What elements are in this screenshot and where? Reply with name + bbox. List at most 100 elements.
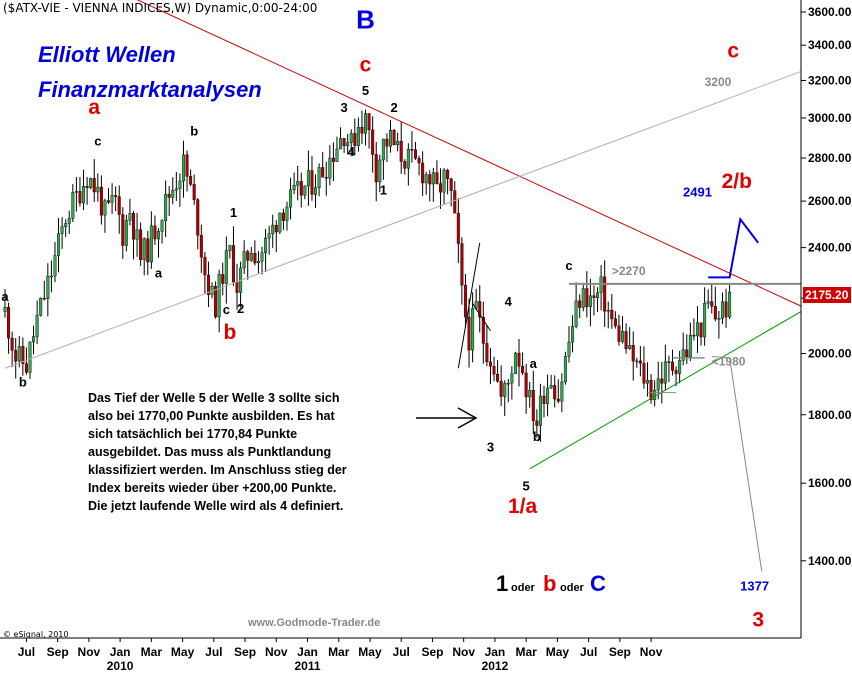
candle-body (510, 373, 514, 384)
level-label: <1980 (712, 354, 746, 368)
candle-body (206, 274, 210, 295)
candle-body (431, 172, 435, 185)
x-month-label: Sep (234, 645, 256, 659)
candle-body (10, 337, 14, 351)
candle-body (699, 322, 703, 338)
wave-label: b (533, 429, 541, 444)
candle-body (271, 224, 275, 234)
candle-body (114, 195, 118, 197)
candle-body (160, 220, 164, 232)
x-month-label: Jul (580, 645, 597, 659)
candle-body (624, 331, 628, 349)
candle-body (174, 188, 178, 191)
candle-body (321, 167, 325, 178)
candle-body (467, 316, 471, 351)
candle-body (60, 226, 64, 234)
candle-body (631, 345, 635, 362)
candle-body (17, 346, 21, 362)
candle-body (599, 276, 603, 294)
wave-label: a (88, 96, 100, 119)
candle-body (299, 181, 303, 196)
y-tick-label: 1800.00 (808, 408, 852, 422)
candle-body (246, 251, 250, 261)
annotation-line: klassifiziert werden. Im Anschluss stieg… (88, 463, 347, 477)
candle-body (392, 130, 396, 146)
title-line-1: Elliott Wellen (38, 42, 176, 67)
candle-body (178, 180, 182, 189)
candle-body (728, 291, 732, 318)
wave-label: 3 (752, 609, 764, 632)
candle-body (578, 300, 582, 308)
candle-body (560, 381, 564, 402)
x-month-label: Sep (421, 645, 443, 659)
candle-body (528, 390, 532, 398)
wave-label: c (223, 302, 230, 317)
candle-body (353, 133, 357, 146)
candle-body (621, 331, 625, 342)
candle-body (685, 349, 689, 358)
wave-label: 4 (505, 294, 513, 309)
trendlines: >2270 <1980 3200 (4, 0, 802, 572)
candle-body (214, 286, 218, 318)
candle-body (442, 169, 446, 193)
wave-label: 3 (487, 439, 494, 454)
candle-body (74, 191, 78, 193)
candle-body (249, 253, 253, 261)
candle-body (303, 185, 307, 196)
wave-label: 2 (390, 100, 397, 115)
x-year-label: 2011 (294, 659, 320, 673)
projection-down-line (711, 355, 763, 572)
x-month-label: Jul (205, 645, 222, 659)
x-month-label: May (171, 645, 195, 659)
candle-body (646, 379, 650, 384)
candle-body (378, 159, 382, 183)
candle-body (121, 214, 125, 246)
wave3-channel-line (457, 242, 481, 369)
candle-body (713, 306, 717, 320)
wave-label: 2 (237, 301, 244, 316)
annotation-line: Das Tief der Welle 5 der Welle 3 sollte … (88, 391, 340, 405)
title-line-2: Finanzmarktanalysen (38, 77, 262, 102)
candle-body (385, 138, 389, 147)
candle-body (563, 356, 567, 383)
y-tick-label: 2600.00 (808, 194, 852, 208)
candle-body (456, 212, 460, 244)
y-tick-label: 2800.00 (808, 151, 852, 165)
candle-body (513, 352, 517, 374)
candle-body (135, 229, 139, 240)
candle-body (695, 322, 699, 337)
annotation-line: Index bereits wieder über +200,00 Punkte… (88, 481, 336, 495)
candle-body (453, 190, 457, 214)
candle-body (506, 382, 510, 385)
y-tick-label: 1600.00 (808, 476, 852, 490)
candle-body (538, 395, 542, 426)
x-month-label: Nov (640, 645, 663, 659)
source-credit: www.Godmode-Trader.de (247, 617, 380, 629)
candle-body (549, 385, 553, 389)
candle-body (324, 176, 328, 179)
x-year-label: 2012 (482, 659, 509, 673)
candle-body (149, 225, 153, 263)
candle-body (28, 341, 32, 373)
candle-body (603, 276, 607, 312)
candle-body (146, 238, 150, 263)
candle-body (406, 148, 410, 169)
candle-body (374, 154, 378, 183)
candle-body (435, 172, 439, 184)
candle-body (421, 162, 425, 184)
annotation-line: sich tatsächlich bei 1770,84 Punkte (88, 427, 297, 441)
candle-body (203, 256, 207, 276)
candle-body (674, 370, 678, 374)
candle-body (32, 336, 36, 343)
candle-body (285, 206, 289, 221)
candle-body (192, 184, 196, 200)
candle-body (289, 189, 293, 208)
candle-body (381, 138, 385, 161)
annotation-line: ausgebildet. Das muss als Punktlandung (88, 445, 331, 459)
wave-label: b (19, 374, 27, 389)
candle-body (542, 395, 546, 404)
candle-body (628, 345, 632, 349)
candle-body (642, 363, 646, 384)
